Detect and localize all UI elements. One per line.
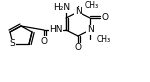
Text: HN: HN — [49, 25, 63, 34]
Text: CH₃: CH₃ — [97, 35, 111, 43]
Text: CH₃: CH₃ — [85, 1, 99, 10]
Text: O: O — [40, 36, 48, 46]
Text: N: N — [87, 26, 93, 35]
Text: O: O — [75, 43, 81, 52]
Text: N: N — [75, 7, 81, 16]
Text: O: O — [102, 14, 109, 22]
Text: H₂N: H₂N — [53, 4, 70, 12]
Text: S: S — [9, 40, 15, 48]
